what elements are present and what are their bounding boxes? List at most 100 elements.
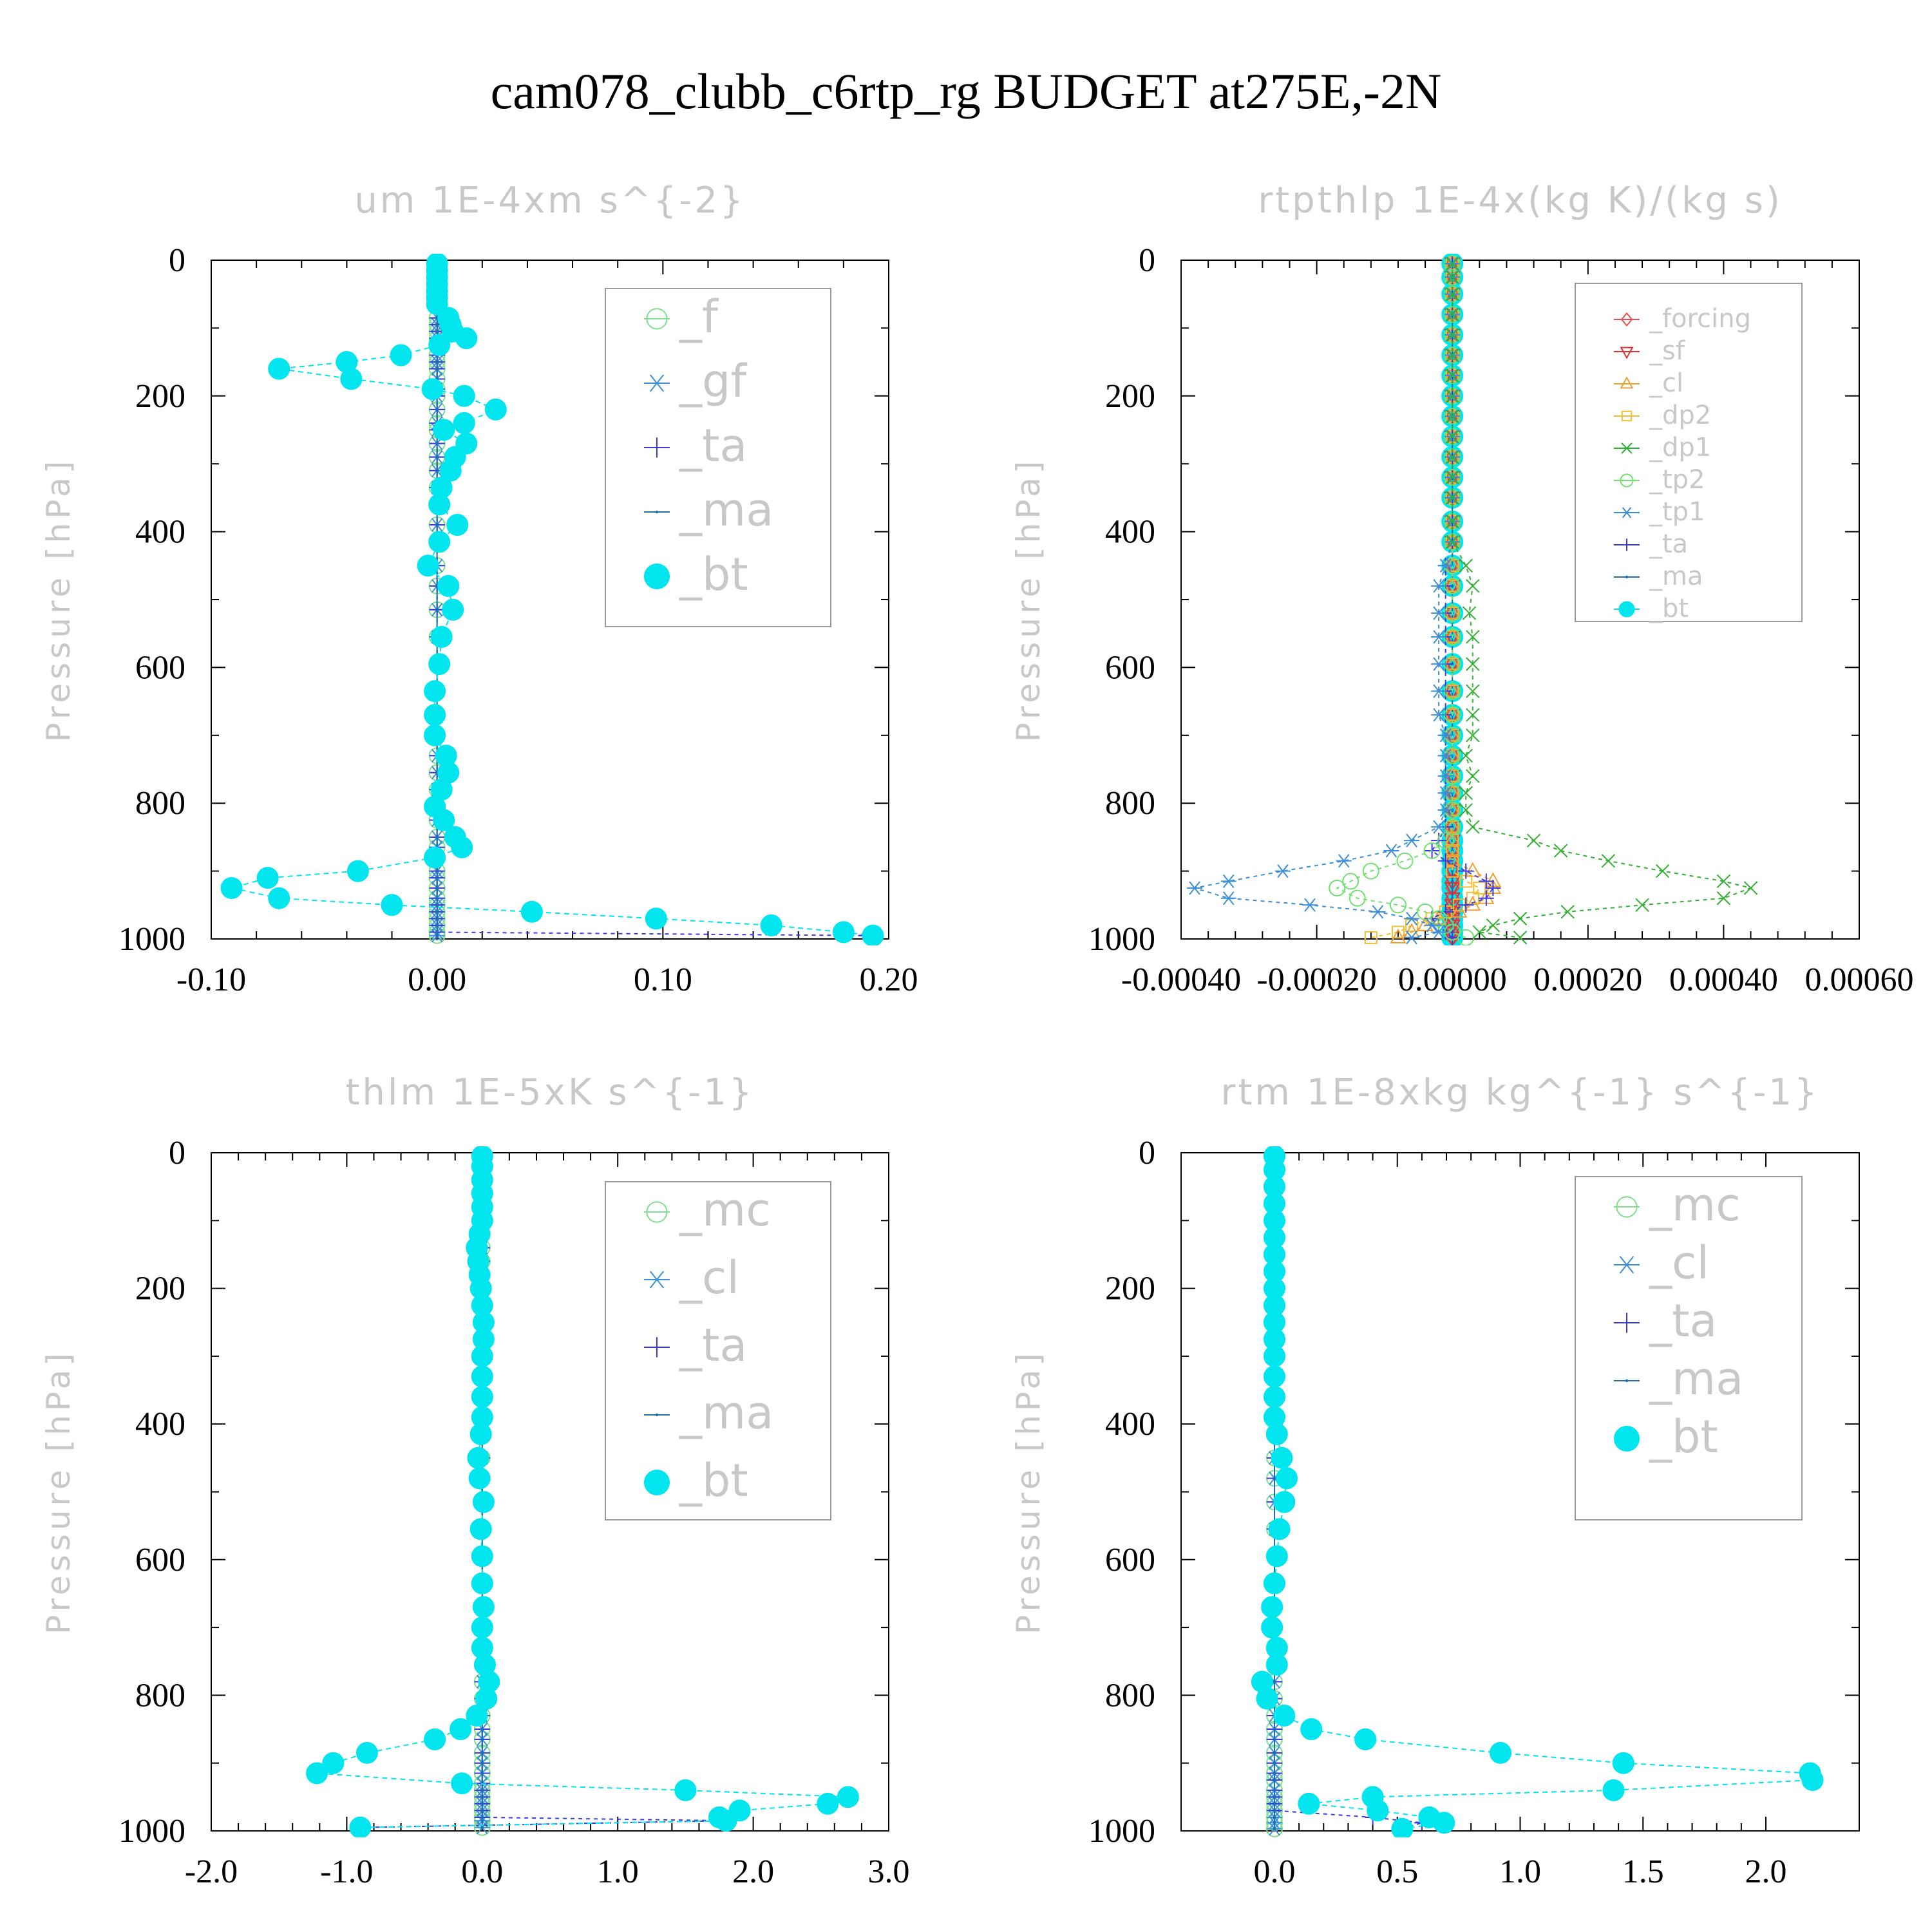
point_bt [455, 327, 478, 350]
point_ma [1273, 1795, 1276, 1799]
legend-item_ma: _ma [1614, 562, 1703, 591]
point_cl [1444, 851, 1461, 867]
point_bt [421, 378, 444, 401]
point_dp1 [1445, 470, 1459, 484]
x-tick-label: -0.00020 [1256, 961, 1376, 998]
y-axis-label: Pressure [hPa] [1010, 457, 1047, 743]
legend-label: _ta [679, 1319, 747, 1372]
point_bt [424, 680, 446, 703]
point_bt [1263, 1365, 1285, 1388]
legend-marker [1625, 575, 1629, 579]
point_ma [480, 1772, 484, 1775]
point_ma [435, 934, 439, 937]
point_tp1 [1187, 881, 1203, 895]
point_ma [480, 1727, 484, 1731]
point_bt [1391, 1817, 1414, 1837]
legend-item_bt: _bt [1614, 594, 1689, 623]
x-tick-label: 0.0 [1253, 1853, 1295, 1890]
y-tick-label: 800 [1105, 785, 1155, 822]
point_ma [1273, 1778, 1276, 1782]
point_dp1 [1466, 708, 1480, 722]
y-axis-label: Pressure [hPa] [40, 457, 77, 743]
y-tick-label: 800 [135, 1677, 185, 1714]
legend-item_sf: _sf [1614, 336, 1685, 366]
point_dp1 [1462, 606, 1477, 620]
point_bt [471, 1386, 493, 1408]
x-tick-label: -0.10 [176, 961, 246, 998]
y-tick-label: 0 [169, 242, 185, 279]
point_dp1 [1466, 684, 1480, 698]
point_dp1 [1459, 786, 1473, 800]
point_tp1 [1431, 606, 1447, 620]
x-tick-label: 2.0 [732, 1853, 774, 1890]
point_bt [433, 809, 455, 831]
point_tp2 [1437, 832, 1454, 849]
legend-marker [1621, 410, 1633, 422]
point_dp1 [1560, 905, 1575, 919]
point_tp1 [1220, 891, 1236, 905]
legend-item_tp2: _tp2 [1614, 465, 1705, 495]
series_bt [1251, 1146, 1824, 1837]
point_bt [472, 1596, 495, 1618]
point_ma [480, 1802, 484, 1806]
point_dp1 [1635, 898, 1649, 913]
point_tp2 [1342, 873, 1359, 890]
point_ma [480, 1761, 484, 1765]
point_cl [1464, 862, 1481, 877]
point_ma [435, 608, 439, 612]
point_ma [1273, 1772, 1276, 1775]
point_cl [1444, 726, 1461, 741]
point_tp1 [1431, 820, 1447, 834]
point_bt [428, 334, 451, 356]
y-tick-label: 1000 [1088, 1813, 1155, 1850]
point_dp1 [1445, 270, 1459, 285]
point_dp1 [1466, 657, 1480, 671]
legend-marker [1620, 507, 1633, 518]
point_bt [453, 412, 475, 434]
point_ma [435, 896, 439, 900]
point_ma [1451, 880, 1454, 883]
point_ma [435, 360, 439, 364]
y-tick-label: 600 [135, 1542, 185, 1578]
point_dp1 [1513, 931, 1528, 945]
y-axis-label: Pressure [hPa] [40, 1349, 77, 1634]
y-axis-label: Pressure [hPa] [1010, 1349, 1047, 1634]
legend-label: _ma [1649, 1352, 1743, 1405]
legend-item_gf: _gf [644, 355, 747, 408]
point_bt [1276, 1467, 1298, 1490]
point_ma [1273, 1761, 1276, 1765]
point_dp1 [1513, 911, 1528, 926]
x-tick-label: 3.0 [868, 1853, 910, 1890]
point_cl [1444, 604, 1461, 620]
y-tick-label: 600 [1105, 1542, 1155, 1578]
point_dp1 [1472, 925, 1487, 940]
chart-panel-3: thlm 1E-5xK s^{-1} Pressure [hPa] 0 200 400 6… [40, 1072, 910, 1890]
legend-marker [1620, 312, 1633, 327]
point_tp1 [1437, 786, 1454, 800]
x-tick-label: 0.5 [1376, 1853, 1418, 1890]
point_tp1 [1437, 803, 1454, 817]
point_ma [435, 523, 439, 527]
point_ta [1485, 880, 1501, 896]
point_bt [340, 368, 363, 390]
point_tp1 [1437, 769, 1454, 783]
point_dp1 [1459, 748, 1473, 763]
point_ma [1451, 849, 1454, 853]
point_ma [1273, 1809, 1276, 1812]
legend-item_forcing: _forcing [1614, 304, 1751, 334]
point_ma [435, 469, 439, 472]
point_dp1 [1459, 558, 1473, 573]
series_dp1 [1445, 256, 1758, 945]
legend-label: _ma [1649, 562, 1703, 591]
point_dp1 [1466, 728, 1480, 743]
legend-item_ma: _ma [644, 484, 773, 536]
point_tp2 [1417, 903, 1434, 920]
legend-marker [647, 437, 667, 458]
point_dp1 [1445, 256, 1459, 270]
point_ma [1273, 1751, 1276, 1755]
y-tick-label: 0 [1139, 242, 1155, 279]
point_dp1 [1526, 833, 1541, 848]
point_bt [1801, 1769, 1824, 1792]
point_bt [472, 1491, 495, 1513]
point_dp1 [1445, 491, 1459, 505]
